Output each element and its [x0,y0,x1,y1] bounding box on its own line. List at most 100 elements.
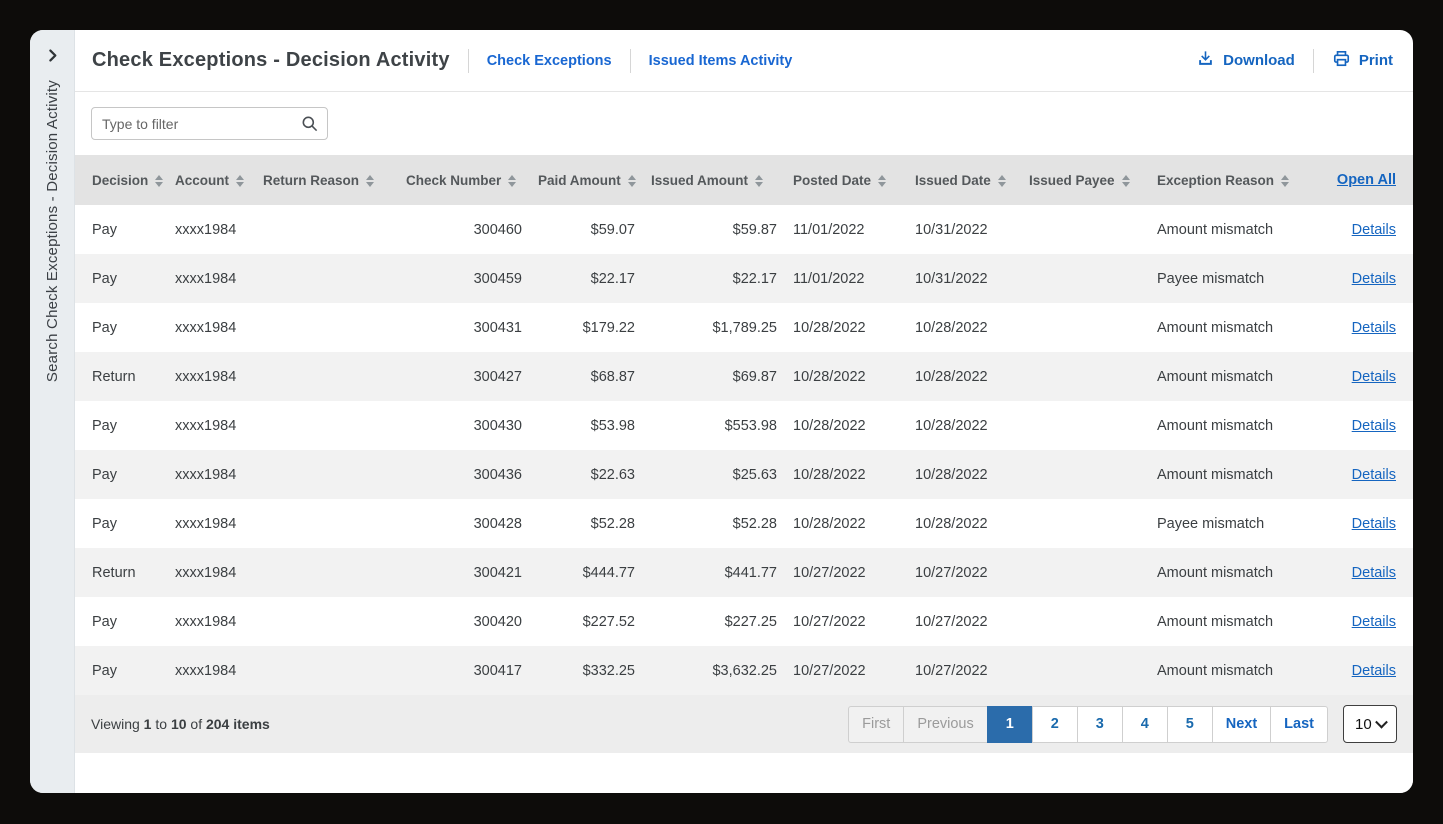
cell-paid_amount: $22.17 [590,270,635,287]
cell-return_reason [255,499,398,548]
cell-action: Details [1317,303,1413,352]
cell-decision: Pay [92,221,117,238]
cell-exception_reason: Payee mismatch [1157,515,1265,532]
viewing-text: Viewing 1 to 10 of 204 items [91,716,270,732]
column-header-issued-date[interactable]: Issued Date [907,155,1021,205]
cell-posted_date: 10/27/2022 [793,564,866,581]
column-header-issued-payee[interactable]: Issued Payee [1021,155,1149,205]
cell-exception_reason: Amount mismatch [1157,466,1274,483]
open-all-link[interactable]: Open All [1336,172,1396,188]
table-body: Pay xxxx1984 300460 $59.07 $59.87 11/01/2022 1… [75,205,1413,695]
divider [467,48,469,73]
pagination-last[interactable]: Last [1270,705,1328,743]
cell-posted_date: 10/28/2022 [793,319,866,336]
cell-account: xxxx1984 [175,368,237,385]
sort-icon[interactable] [1281,174,1290,187]
column-header-posted-date[interactable]: Posted Date [785,155,907,205]
download-label: Download [1223,52,1295,69]
sort-icon[interactable] [1121,174,1130,187]
cell-issued_payee [1021,401,1149,450]
cell-posted_date: 10/28/2022 [793,515,866,532]
print-button[interactable]: Print [1332,49,1393,72]
cell-issued_payee [1021,548,1149,597]
cell-exception_reason: Amount mismatch [1157,564,1274,581]
cell-decision: Pay [92,662,117,679]
pagination-2[interactable]: 2 [1031,705,1078,743]
cell-exception_reason: Amount mismatch [1157,221,1274,238]
pagination-5[interactable]: 5 [1166,705,1213,743]
column-header-exception-reason[interactable]: Exception Reason [1149,155,1317,205]
cell-issued_payee [1021,205,1149,254]
sort-icon[interactable] [997,174,1006,187]
cell-paid_amount: $227.52 [582,613,635,630]
pagination-3[interactable]: 3 [1076,705,1123,743]
details-link[interactable]: Details [1351,564,1396,581]
details-link[interactable]: Details [1351,515,1396,532]
sort-icon[interactable] [755,174,764,187]
sort-icon[interactable] [155,174,164,187]
chevron-right-icon [44,49,61,67]
cell-paid_amount: $179.22 [582,319,635,336]
details-link[interactable]: Details [1351,270,1396,287]
sort-icon[interactable] [627,174,636,187]
cell-return_reason [255,597,398,646]
search-panel-label: Search Check Exceptions - Decision Activ… [43,80,61,383]
cell-return_reason [255,646,398,695]
cell-decision: Pay [92,613,117,630]
cell-decision: Pay [92,417,117,434]
cell-paid_amount: $332.25 [582,662,635,679]
print-icon [1332,49,1351,72]
cell-exception_reason: Payee mismatch [1157,270,1265,287]
pagination-previous[interactable]: Previous [903,705,988,743]
pagination-first[interactable]: First [848,705,905,743]
cell-action: Details [1317,352,1413,401]
nav-link-check-exceptions[interactable]: Check Exceptions [486,52,612,69]
table-row: Return xxxx1984 300421 $444.77 $441.77 10/27/… [75,548,1413,597]
column-header-account[interactable]: Account [167,155,255,205]
nav-link-issued-items-activity[interactable]: Issued Items Activity [648,52,793,69]
details-link[interactable]: Details [1351,613,1396,630]
details-link[interactable]: Details [1351,417,1396,434]
pagination-next[interactable]: Next [1211,705,1272,743]
divider [629,48,631,73]
cell-decision: Return [92,368,136,385]
cell-issued_amount: $553.98 [724,417,777,434]
table-row: Pay xxxx1984 300420 $227.52 $227.25 10/27/202… [75,597,1413,646]
cell-paid_amount: $22.63 [590,466,635,483]
download-icon [1196,49,1215,72]
cell-check_number: 300420 [473,613,522,630]
details-link[interactable]: Details [1351,221,1396,238]
cell-issued_date: 10/28/2022 [915,417,988,434]
pagination-1[interactable]: 1 [986,705,1033,743]
sort-icon[interactable] [366,174,375,187]
viewing-segment: of [186,716,206,732]
sort-icon[interactable] [236,174,244,187]
sort-icon[interactable] [508,174,517,187]
cell-posted_date: 10/28/2022 [793,368,866,385]
column-header-decision[interactable]: Decision [75,155,167,205]
details-link[interactable]: Details [1351,662,1396,679]
details-link[interactable]: Details [1351,319,1396,336]
expand-panel-button[interactable] [42,45,63,66]
cell-issued_date: 10/27/2022 [915,613,988,630]
cell-posted_date: 10/28/2022 [793,466,866,483]
page-size-select[interactable]: 10 [1343,705,1397,743]
sort-icon[interactable] [878,174,887,187]
filter-input[interactable] [91,107,328,140]
bottom-whitespace [75,753,1413,793]
pagination: First Previous 1 2 3 4 5 Next Last [848,705,1328,743]
download-button[interactable]: Download [1196,49,1295,72]
column-header-paid-amount[interactable]: Paid Amount [530,155,643,205]
viewing-segment: 10 [170,716,187,732]
cell-issued_amount: $3,632.25 [712,662,777,679]
column-header-return-reason[interactable]: Return Reason [255,155,398,205]
cell-exception_reason: Amount mismatch [1157,368,1274,385]
details-link[interactable]: Details [1351,466,1396,483]
cell-exception_reason: Amount mismatch [1157,319,1274,336]
column-label: Return Reason [263,172,360,188]
column-header-issued-amount[interactable]: Issued Amount [643,155,785,205]
pagination-4[interactable]: 4 [1121,705,1168,743]
cell-paid_amount: $52.28 [590,515,635,532]
column-header-check-number[interactable]: Check Number [398,155,530,205]
details-link[interactable]: Details [1351,368,1396,385]
